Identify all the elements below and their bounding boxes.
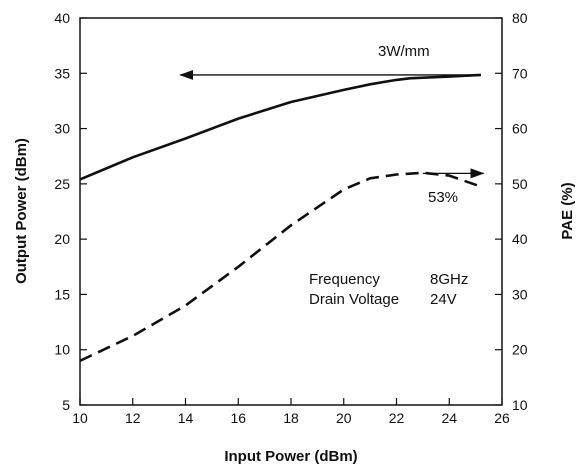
x-tick-label: 24 <box>441 410 457 426</box>
right-axis-ticks: 10 20 30 40 50 60 70 80 <box>495 10 528 413</box>
left-tick-label: 10 <box>54 342 70 358</box>
left-axis-title: Output Power (dBm) <box>13 138 30 284</box>
x-tick-label: 16 <box>230 410 246 426</box>
left-tick-label: 20 <box>54 231 70 247</box>
frequency-label: Frequency <box>309 271 380 288</box>
right-tick-label: 50 <box>512 176 528 192</box>
drain-voltage-value: 24V <box>430 291 457 308</box>
pae-line <box>79 171 482 362</box>
right-tick-label: 10 <box>512 397 528 413</box>
left-tick-label: 30 <box>54 121 70 137</box>
x-tick-label: 22 <box>389 410 405 426</box>
left-tick-label: 35 <box>54 65 70 81</box>
x-tick-label: 14 <box>178 410 194 426</box>
x-tick-label: 20 <box>336 410 352 426</box>
x-axis-ticks: 10 12 14 16 18 20 22 24 26 <box>72 398 510 426</box>
right-axis-title: PAE (%) <box>559 182 576 239</box>
x-tick-label: 10 <box>72 410 88 426</box>
right-tick-label: 40 <box>512 231 528 247</box>
right-tick-label: 60 <box>512 121 528 137</box>
output-power-label: 3W/mm <box>378 43 430 60</box>
left-tick-label: 40 <box>54 10 70 26</box>
right-tick-label: 80 <box>512 10 528 26</box>
x-tick-label: 12 <box>125 410 141 426</box>
arrow-layer <box>179 69 485 179</box>
series-layer <box>79 73 482 362</box>
right-tick-label: 30 <box>512 286 528 302</box>
frequency-value: 8GHz <box>430 271 468 288</box>
drain-voltage-label: Drain Voltage <box>309 291 399 308</box>
right-tick-label: 70 <box>512 65 528 81</box>
pae-peak-label: 53% <box>428 189 458 206</box>
left-axis-ticks: 5 10 15 20 25 30 35 40 <box>54 10 87 413</box>
x-tick-label: 18 <box>283 410 299 426</box>
right-tick-label: 20 <box>512 342 528 358</box>
left-tick-label: 15 <box>54 286 70 302</box>
output-power-line <box>79 73 481 181</box>
x-tick-label: 26 <box>494 410 510 426</box>
left-tick-label: 5 <box>62 397 70 413</box>
x-axis-title: Input Power (dBm) <box>224 448 357 465</box>
left-tick-label: 25 <box>54 176 70 192</box>
